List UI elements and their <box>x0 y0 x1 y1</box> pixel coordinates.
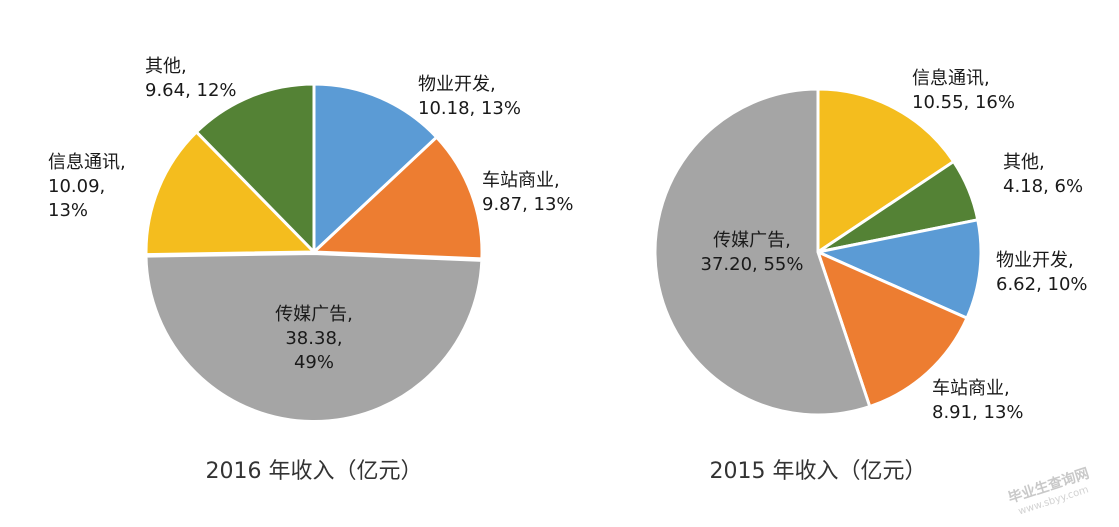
pie-slice-2015-4 <box>653 87 872 417</box>
slice-label-2015-2: 物业开发, 6.62, 10% <box>996 250 1088 295</box>
pie-slice-2015-2 <box>816 218 983 320</box>
chart-title-2016: 2016 年收入（亿元） <box>206 459 423 484</box>
chart-title-2015: 2015 年收入（亿元） <box>710 459 927 484</box>
pie-slice-2016-3 <box>144 130 316 257</box>
pie-chart-2016: 物业开发, 10.18, 13% 车站商业, 9.87, 13% 传媒广告, 38.38,… <box>48 56 574 423</box>
pie-chart-2015: 信息通讯, 10.55, 16% 其他, 4.18, 6% 物业开发, 6.62, 10%… <box>653 68 1088 423</box>
slice-label-2016-0: 物业开发, 10.18, 13% <box>418 74 521 119</box>
pie-slice-2016-1 <box>312 135 484 261</box>
slice-label-2016-4: 其他, 9.64, 12% <box>145 56 237 101</box>
slice-label-2016-2: 传媒广告, 38.38, 49% <box>275 304 353 373</box>
pie-slice-2016-4 <box>194 82 316 254</box>
slice-label-2016-1: 车站商业, 9.87, 13% <box>482 170 574 215</box>
slice-label-2015-1: 其他, 4.18, 6% <box>1003 152 1083 197</box>
pie-slice-2016-2 <box>144 252 484 423</box>
pie-slice-2016-0 <box>312 82 439 254</box>
watermark: 毕业生查询网 www.sbyy.com <box>1006 465 1091 518</box>
slice-label-2016-3: 信息通讯, 10.09, 13% <box>48 152 126 221</box>
slice-label-2015-3: 车站商业, 8.91, 13% <box>932 378 1024 423</box>
pie-slice-2015-0 <box>816 87 956 254</box>
slice-label-2015-0: 信息通讯, 10.55, 16% <box>912 68 1015 113</box>
slice-label-2015-4: 传媒广告, 37.20, 55% <box>701 230 804 275</box>
pie-slice-2015-3 <box>816 250 969 409</box>
